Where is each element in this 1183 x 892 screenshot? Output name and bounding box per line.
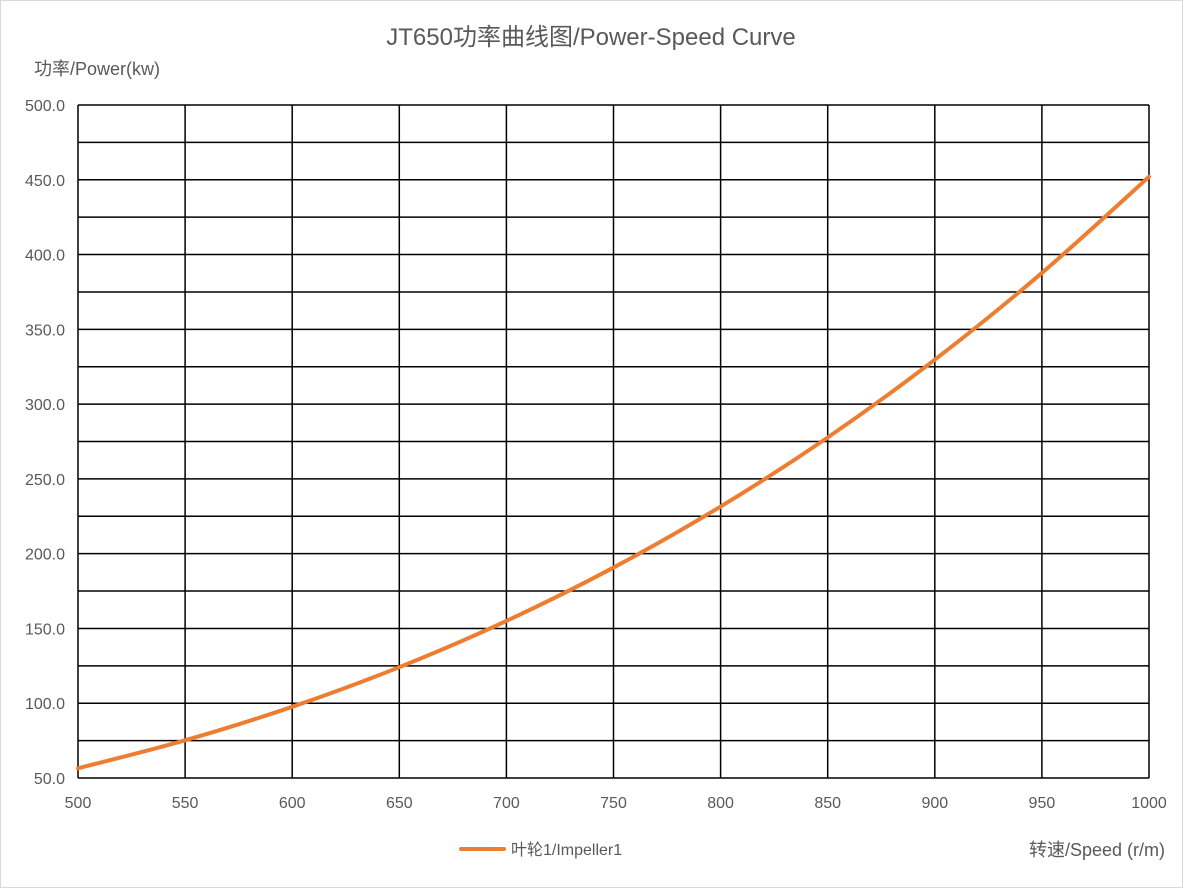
- series-line: [76, 174, 1151, 771]
- legend-label: 叶轮1/Impeller1: [511, 841, 622, 859]
- y-tick-label: 50.0: [34, 771, 65, 788]
- x-tick-label: 700: [493, 795, 520, 812]
- x-tick-labels: 500 550 600 650 700 750 800 850 900 950 1000: [65, 795, 1167, 812]
- x-tick-label: 900: [921, 795, 948, 812]
- x-tick-label: 500: [65, 795, 92, 812]
- y-tick-label: 150.0: [25, 621, 65, 638]
- y-tick-label: 250.0: [25, 472, 65, 489]
- chart-title: JT650功率曲线图/Power-Speed Curve: [386, 24, 795, 51]
- y-tick-label: 500.0: [25, 98, 65, 115]
- x-tick-label: 850: [814, 795, 841, 812]
- x-tick-label: 800: [707, 795, 734, 812]
- y-tick-label: 350.0: [25, 322, 65, 339]
- legend: 叶轮1/Impeller1: [459, 841, 622, 859]
- y-tick-label: 300.0: [25, 397, 65, 414]
- x-tick-label: 950: [1029, 795, 1056, 812]
- x-axis-title: 转速/Speed (r/m): [1029, 840, 1165, 860]
- x-tick-label: 550: [172, 795, 199, 812]
- x-tick-label: 650: [386, 795, 413, 812]
- y-tick-label: 400.0: [25, 248, 65, 265]
- x-tick-label: 600: [279, 795, 306, 812]
- x-tick-label: 750: [600, 795, 627, 812]
- series-layer: [76, 174, 1151, 771]
- grid-lines: [77, 104, 1150, 779]
- y-axis-title: 功率/Power(kw): [34, 59, 160, 79]
- y-tick-label: 450.0: [25, 173, 65, 190]
- x-tick-label: 1000: [1131, 795, 1167, 812]
- y-tick-label: 100.0: [25, 696, 65, 713]
- y-tick-label: 200.0: [25, 547, 65, 564]
- y-tick-labels: 50.0 100.0 150.0 200.0 250.0 300.0 350.0 400.0 4…: [25, 98, 65, 788]
